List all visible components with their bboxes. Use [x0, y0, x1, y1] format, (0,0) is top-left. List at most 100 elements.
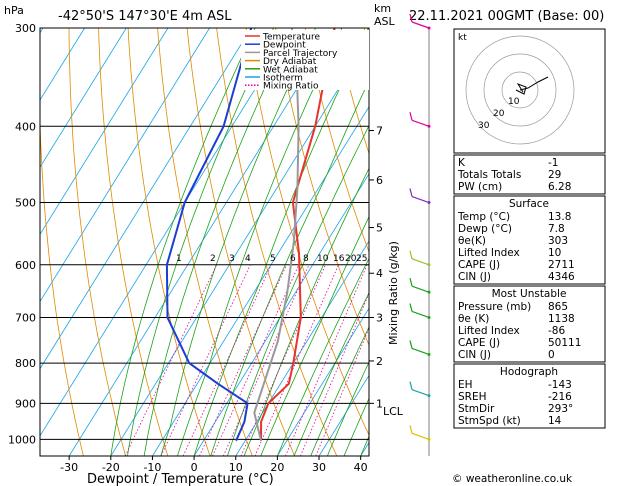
dry-adiabat-line [98, 28, 169, 456]
mixing-ratio-tick-label: 2 [210, 254, 216, 264]
hodograph-trace [519, 76, 549, 91]
km-tick-label: 7 [376, 125, 383, 138]
mixing-ratio-tick-label: 3 [229, 254, 235, 264]
isotherm-line [110, 38, 369, 456]
surface-row-value: 7.8 [548, 223, 565, 235]
surface-row-label: Dewp (°C) [458, 223, 512, 235]
wind-barb-flag [409, 188, 413, 197]
wind-barb-dot [427, 352, 431, 356]
x-tick-label: 20 [270, 461, 284, 474]
wet-adiabat-line [293, 291, 369, 456]
isotherm-line [40, 28, 127, 168]
surface-row-value: 10 [548, 247, 561, 259]
x-tick-label: -30 [60, 461, 78, 474]
mixing-ratio-line [315, 327, 369, 456]
indices-row-value: 29 [548, 169, 561, 181]
surface-row-label: CAPE (J) [458, 259, 500, 271]
surface-box [453, 195, 606, 285]
hodograph-table-row-label: StmSpd (kt) [458, 415, 521, 427]
wet-adiabat-line [143, 28, 293, 456]
wind-barb [411, 347, 430, 356]
dry-adiabat-line [157, 28, 253, 456]
hodograph-ring [465, 35, 575, 145]
hodograph-table-row-label: EH [458, 379, 473, 391]
legend-box [241, 30, 369, 90]
mixing-ratio-tick-label: 25 [356, 254, 367, 264]
hodograph-table-title: Hodograph [500, 366, 558, 378]
hodograph-table-row-value: -143 [548, 379, 572, 391]
most-unstable-row-label: Pressure (mb) [458, 301, 531, 313]
hpa-unit-label: hPa [4, 4, 24, 17]
wind-barb-flag [409, 425, 413, 434]
wind-barb-dot [427, 290, 431, 294]
mixing-ratio-line [222, 264, 310, 456]
km-tick-label: 3 [376, 311, 383, 324]
wind-barb [411, 21, 430, 29]
surface-title: Surface [509, 198, 549, 210]
most-unstable-row-label: Lifted Index [458, 325, 520, 337]
wet-adiabat-line [210, 79, 369, 456]
surface-row-value: 4346 [548, 271, 575, 283]
wind-barb-flag [409, 340, 413, 349]
y-tick-label: 600 [15, 259, 36, 272]
mixing-ratio-line [124, 264, 217, 456]
mixing-ratio-tick-label: 5 [270, 254, 276, 264]
isotherm-line [0, 28, 1, 456]
surface-row-label: Lifted Index [458, 247, 520, 259]
indices-row-value: -1 [548, 157, 558, 169]
surface-row-label: CIN (J) [458, 271, 491, 283]
mixing-ratio-tick-label: 6 [290, 254, 296, 264]
hodograph-ring-label: 20 [493, 109, 505, 119]
indices-box [453, 154, 606, 195]
isotherm-line [40, 28, 169, 236]
dry-adiabat-line [334, 28, 369, 155]
isotherm-line [40, 28, 210, 303]
hodograph-ring-label: 30 [478, 121, 490, 131]
dry-adiabat-line [216, 28, 338, 456]
isotherm-line [193, 173, 369, 456]
hodograph-ring [501, 71, 539, 109]
x-tick-label: -20 [102, 461, 120, 474]
wet-adiabat-line [177, 28, 343, 456]
wet-adiabat-line [193, 28, 369, 456]
km-unit-label: km [374, 2, 391, 15]
series-temperature [260, 28, 336, 441]
x-tick-label: 10 [229, 461, 243, 474]
hodograph-trace-core [515, 83, 527, 95]
isotherm-line [40, 28, 294, 437]
wind-barb [411, 258, 430, 266]
hodograph-table-row-value: 293° [548, 403, 573, 415]
x-axis-label: Dewpoint / Temperature (°C) [87, 472, 274, 486]
dry-adiabat-line [245, 28, 369, 436]
wet-adiabat-line [243, 167, 369, 456]
wind-barb-dot [427, 263, 431, 267]
legend-entry: Wet Adiabat [263, 65, 318, 75]
km-tick-label: 5 [376, 222, 383, 235]
legend-entry: Parcel Trajectory [263, 49, 338, 59]
most-unstable-box [453, 285, 606, 363]
mixing-ratio-tick-label: 16 [333, 254, 345, 264]
surface-row-label: Temp (°C) [457, 211, 510, 223]
mixing-ratio-tick-label: 8 [303, 254, 309, 264]
indices-row-label: Totals Totals [457, 169, 521, 181]
surface-row-value: 303 [548, 235, 568, 247]
index-tables: K -1 Totals Totals 29 PW (cm) 6.28 SurfaceTemp… [453, 154, 606, 429]
dry-adiabat-line [304, 28, 369, 254]
credit-text: © weatheronline.co.uk [452, 473, 573, 485]
lcl-label: LCL [383, 405, 404, 418]
series-dewpoint [165, 28, 253, 442]
isotherm-line [318, 374, 369, 456]
most-unstable-row-value: 0 [548, 349, 555, 361]
wind-barb-dot [427, 437, 431, 441]
hodograph-ring [483, 53, 557, 127]
isotherm-line [40, 28, 85, 101]
asl-unit-label: ASL [374, 15, 396, 28]
y-tick-label: 400 [15, 120, 36, 133]
plot-area [0, 28, 369, 456]
wind-barb [411, 310, 430, 319]
wet-adiabat-line [110, 28, 256, 456]
dry-adiabat-line [40, 104, 84, 456]
legend-entry: Dry Adiabat [263, 57, 317, 67]
x-tick-label: 40 [354, 461, 368, 474]
